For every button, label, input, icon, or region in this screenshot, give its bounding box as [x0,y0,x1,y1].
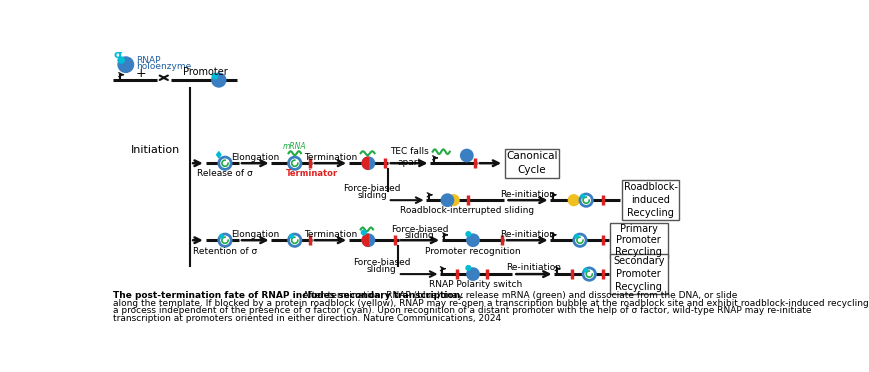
Text: Force-biased: Force-biased [390,225,448,234]
Text: along the template. If blocked by a protein roadblock (yellow), RNAP may re-open: along the template. If blocked by a prot… [112,299,869,308]
Text: Secondary: Secondary [613,256,664,266]
Circle shape [580,194,592,206]
Text: RNAP Polarity switch: RNAP Polarity switch [428,280,521,289]
Circle shape [466,266,470,270]
Text: Force-biased: Force-biased [343,184,401,193]
Text: Retention of σ: Retention of σ [193,247,257,256]
Text: Initiation: Initiation [130,145,180,155]
Circle shape [220,234,223,238]
Circle shape [289,234,301,246]
Wedge shape [362,234,368,246]
Text: RNAP: RNAP [136,55,160,64]
Circle shape [467,268,479,280]
Text: Termination: Termination [303,230,356,238]
Wedge shape [362,157,368,169]
Circle shape [467,234,479,246]
Text: Promoter: Promoter [616,235,660,245]
Circle shape [118,57,124,63]
Text: TEC falls
apart: TEC falls apart [389,147,428,167]
Text: a process independent of the presence of σ factor (cyan). Upon recognition of a : a process independent of the presence of… [112,307,810,315]
Circle shape [362,234,375,246]
Text: transcription at promoters oriented in either direction. Nature Communications, : transcription at promoters oriented in e… [112,314,501,323]
Text: Re-initiation: Re-initiation [499,230,554,238]
Circle shape [211,73,226,87]
Text: Roadblock-interrupted sliding: Roadblock-interrupted sliding [399,206,534,215]
FancyBboxPatch shape [504,148,559,178]
Text: mRNA: mRNA [282,142,306,151]
Circle shape [574,234,578,238]
Circle shape [218,157,231,169]
Text: Canonical: Canonical [506,151,557,161]
Circle shape [567,195,579,206]
Circle shape [441,194,453,206]
Text: Promoter recognition: Promoter recognition [425,247,521,256]
Text: The post-termination fate of RNAP includes secondary transcription.: The post-termination fate of RNAP includ… [112,291,462,300]
Text: Promoter: Promoter [616,269,660,279]
Text: Re-initiation: Re-initiation [500,189,555,199]
Text: Terminator: Terminator [285,170,337,179]
Text: Roadblock-: Roadblock- [623,182,677,192]
Circle shape [460,150,473,162]
Text: Termination: Termination [303,153,356,161]
Text: Elongation: Elongation [231,230,279,238]
Circle shape [466,232,470,236]
Text: Recycling: Recycling [614,282,661,292]
Text: Promoter: Promoter [183,67,228,77]
Text: induced: induced [630,195,669,205]
Text: sliding: sliding [404,231,434,240]
Text: Elongation: Elongation [231,153,279,161]
FancyBboxPatch shape [621,180,679,220]
Text: Release of σ: Release of σ [197,170,253,179]
Text: +: + [136,67,146,80]
FancyBboxPatch shape [609,254,667,294]
Text: Primary: Primary [620,224,657,234]
Circle shape [212,74,217,79]
Text: Cycle: Cycle [517,165,546,175]
FancyBboxPatch shape [609,222,667,258]
Text: sliding: sliding [357,191,387,200]
Text: After termination, RNAP (blue) may release mRNA (green) and dissociate from the : After termination, RNAP (blue) may relea… [299,291,736,300]
Text: holoenzyme: holoenzyme [136,62,191,71]
Text: Recycling: Recycling [627,208,673,218]
Circle shape [289,157,301,169]
Circle shape [573,234,586,246]
Text: Re-initiation: Re-initiation [506,263,561,272]
Circle shape [583,268,587,272]
Circle shape [289,234,293,238]
Text: Force-biased: Force-biased [353,258,410,267]
Polygon shape [216,152,221,158]
Circle shape [118,57,134,73]
Circle shape [361,230,366,235]
Circle shape [362,157,375,169]
Circle shape [218,234,231,246]
Circle shape [580,195,584,198]
Circle shape [582,268,594,280]
Text: σ: σ [114,51,123,60]
Text: sliding: sliding [366,265,396,274]
Text: Recycling: Recycling [614,247,661,257]
Circle shape [448,195,459,206]
